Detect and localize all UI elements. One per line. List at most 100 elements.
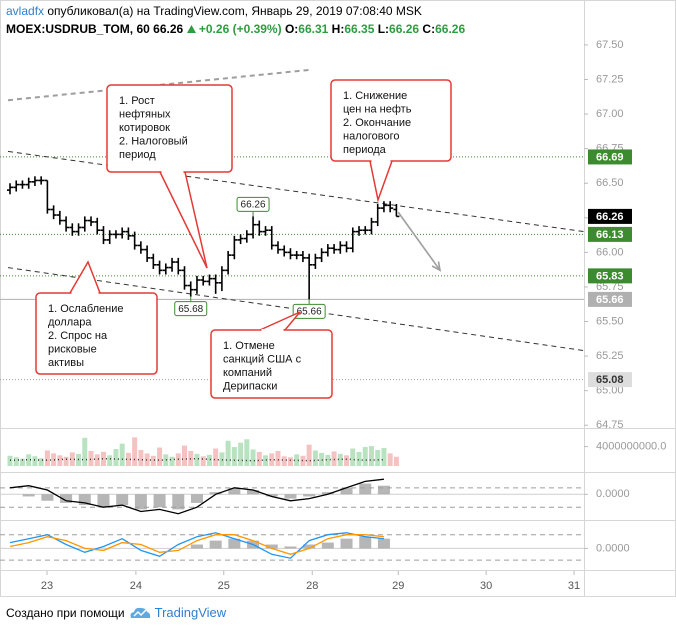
ohlc-label: H: bbox=[331, 22, 345, 36]
volume-bar bbox=[100, 451, 106, 466]
volume-bar bbox=[132, 437, 138, 466]
trend-line bbox=[7, 68, 311, 102]
last-price: 66.26 bbox=[153, 22, 184, 36]
axis-value-label: 66.26 bbox=[596, 211, 624, 223]
volume-bar bbox=[294, 454, 300, 466]
volume-bar bbox=[94, 454, 100, 466]
callout-text: периода bbox=[343, 144, 387, 156]
volume-bar bbox=[387, 453, 393, 466]
arrow-head bbox=[431, 261, 442, 272]
callout-text: налогового bbox=[343, 130, 399, 142]
volume-bar bbox=[325, 454, 331, 466]
axis-value-box bbox=[588, 208, 632, 224]
y-tick-label: 65.25 bbox=[596, 350, 624, 362]
volume-bar bbox=[238, 442, 244, 466]
histogram-bar bbox=[78, 494, 91, 506]
volume-bar bbox=[200, 456, 206, 466]
volume-bar bbox=[26, 454, 32, 466]
volume-bar bbox=[319, 452, 325, 466]
change: +0.26 (+0.39%) bbox=[198, 22, 282, 36]
histogram-bar bbox=[209, 492, 222, 495]
histogram-bar bbox=[190, 494, 203, 503]
histogram-bar bbox=[377, 538, 390, 549]
axis-value-label: 65.08 bbox=[596, 374, 624, 386]
histogram-bar bbox=[284, 494, 297, 499]
histogram-bar bbox=[22, 494, 35, 497]
volume-bar bbox=[51, 453, 57, 466]
volume-bar bbox=[44, 450, 50, 466]
callout-text: 2. Спрос на bbox=[48, 330, 108, 342]
volume-bar bbox=[331, 451, 337, 466]
volume-bar bbox=[368, 446, 374, 466]
indicator-line bbox=[9, 478, 384, 515]
callout-text: рисковые bbox=[48, 343, 97, 355]
histogram-bar bbox=[321, 492, 334, 495]
axis-value-box bbox=[588, 226, 632, 242]
publish-text: опубликовал(а) на TradingView.com, Январ… bbox=[47, 4, 422, 18]
y-tick-label: 66.00 bbox=[596, 246, 624, 258]
price-label-box bbox=[292, 303, 326, 319]
y-tick-label: 67.25 bbox=[596, 73, 624, 85]
y-tick-label: 65.00 bbox=[596, 385, 624, 397]
chart: 64.7565.0065.2565.5065.7566.0066.2566.50… bbox=[0, 0, 676, 597]
publish-info: avladfx опубликовал(а) на TradingView.co… bbox=[6, 4, 422, 18]
axis-value-box bbox=[588, 291, 632, 307]
volume-bar bbox=[32, 456, 38, 466]
volume-bar bbox=[281, 456, 287, 466]
callout-text: 1. Рост bbox=[119, 95, 155, 107]
callout-text: цен на нефть bbox=[343, 103, 412, 115]
volume-bar bbox=[194, 453, 200, 466]
callout-text: 2. Налоговый bbox=[119, 135, 188, 147]
ohlc-value: 66.31 bbox=[298, 22, 329, 36]
volume-bar bbox=[82, 437, 88, 466]
volume-bar bbox=[157, 447, 163, 466]
volume-bar bbox=[107, 455, 113, 466]
volume-bar bbox=[350, 448, 356, 466]
histogram-bar bbox=[172, 494, 185, 510]
ohlc-value: 66.26 bbox=[389, 22, 420, 36]
volume-bar bbox=[312, 450, 318, 466]
brand-logo bbox=[130, 607, 150, 618]
volume-bar bbox=[57, 455, 63, 466]
histogram-bar bbox=[265, 544, 278, 549]
volume-bar bbox=[213, 448, 219, 466]
volume-bar bbox=[244, 439, 250, 466]
volume-bar bbox=[88, 450, 94, 466]
histogram-bar bbox=[116, 494, 129, 506]
y-tick-label: 0.0000 bbox=[596, 542, 630, 554]
volume-bar bbox=[381, 448, 387, 466]
histogram-bar bbox=[340, 487, 353, 495]
axis-value-label: 66.69 bbox=[596, 151, 624, 163]
volume-bar bbox=[125, 452, 131, 466]
author[interactable]: avladfx bbox=[6, 4, 45, 18]
volume-bar bbox=[144, 453, 150, 466]
volume-bar bbox=[287, 457, 293, 466]
footer-text: Создано при помощи bbox=[6, 605, 125, 620]
ohlc-label: L: bbox=[377, 22, 390, 36]
axis-value-label: 65.66 bbox=[596, 294, 624, 306]
y-tick-label: 67.00 bbox=[596, 108, 624, 120]
volume-bar bbox=[19, 458, 25, 466]
x-tick-label: 24 bbox=[130, 580, 142, 592]
callout-text: котировок bbox=[119, 122, 170, 134]
histogram-bar bbox=[153, 494, 166, 508]
volume-bar bbox=[119, 443, 125, 466]
x-tick-label: 28 bbox=[306, 580, 318, 592]
footer: Создано при помощи TradingView bbox=[6, 605, 226, 620]
y-tick-label: 65.75 bbox=[596, 281, 624, 293]
volume-bar bbox=[344, 455, 350, 466]
callout-text: 1. Ослабление bbox=[48, 303, 124, 315]
volume-bar bbox=[231, 447, 237, 466]
x-tick-label: 23 bbox=[41, 580, 53, 592]
volume-bar bbox=[69, 452, 75, 466]
volume-bar bbox=[356, 451, 362, 466]
axis-value-box bbox=[588, 372, 632, 388]
callout-text: 1. Снижение bbox=[343, 90, 407, 102]
volume-bar bbox=[393, 456, 399, 466]
brand[interactable]: TradingView bbox=[154, 605, 227, 620]
y-tick-label: 67.50 bbox=[596, 39, 624, 51]
indicator-line bbox=[9, 534, 384, 555]
volume-bar bbox=[38, 458, 44, 466]
symbol: MOEX:USDRUB_TOM, 60 bbox=[6, 22, 150, 36]
axis-value-label: 66.13 bbox=[596, 229, 624, 241]
